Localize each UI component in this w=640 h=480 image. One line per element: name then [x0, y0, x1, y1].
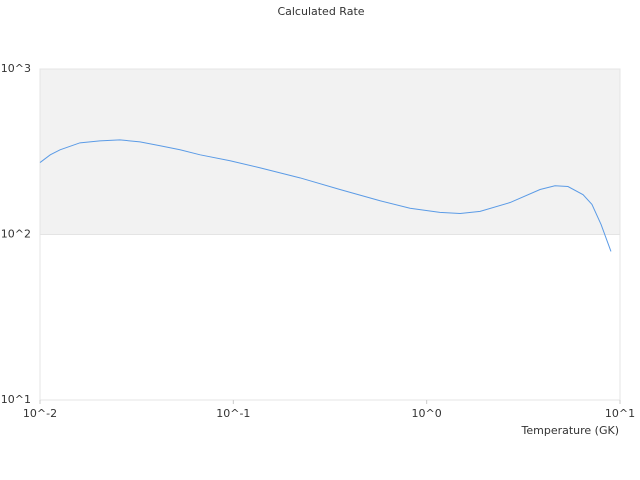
- x-tick-label: 10^-2: [23, 407, 57, 420]
- x-tick-label: 10^1: [605, 407, 635, 420]
- y-tick-label: 10^1: [1, 393, 31, 406]
- band: [40, 69, 620, 235]
- x-tick-label: 10^0: [412, 407, 442, 420]
- line: [39, 139, 612, 252]
- plot-background: [39, 68, 621, 401]
- y-tick-label: 10^3: [1, 62, 31, 75]
- chart-title: Calculated Rate: [277, 5, 364, 18]
- x-tick-label: 10^-1: [216, 407, 250, 420]
- y-tick-label: 10^2: [1, 228, 31, 241]
- x-axis-label: Temperature (GK): [521, 424, 620, 437]
